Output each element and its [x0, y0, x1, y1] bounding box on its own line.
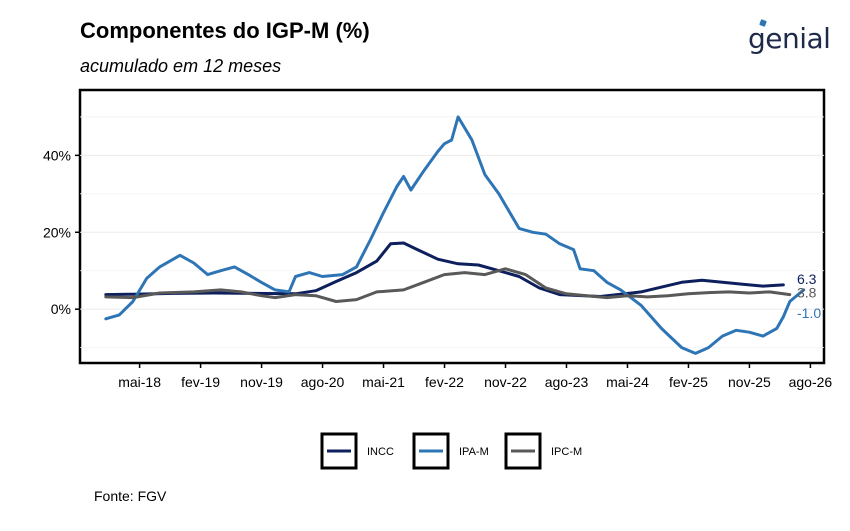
- end-labels: 6.3 -1.0 3.8: [797, 271, 821, 321]
- end-label-ipc-m: 3.8: [797, 285, 817, 301]
- x-tick-label: fev-25: [669, 374, 708, 390]
- chart-title: Componentes do IGP-M (%): [80, 18, 370, 43]
- x-tick-label: ago-23: [545, 374, 589, 390]
- series-line-ipc-m: [104, 267, 792, 303]
- x-tick-label: nov-22: [484, 374, 527, 390]
- series-line-ipa-m: [104, 115, 806, 355]
- axes: 0% 20% 40% mai-18 fev-19 nov-19 ago-20 mai-21 fe…: [43, 147, 832, 390]
- legend-label-ipa-m: IPA-M: [459, 446, 489, 458]
- legend: INCC IPA-M IPC-M: [320, 432, 582, 470]
- legend-label-incc: INCC: [367, 446, 394, 458]
- gridlines: [80, 116, 824, 349]
- x-tick-label: fev-22: [425, 374, 464, 390]
- x-tick-label: mai-21: [362, 374, 405, 390]
- end-label-ipa-m: -1.0: [797, 305, 821, 321]
- brand-logo: genial: [748, 22, 831, 55]
- y-tick-label: 0%: [51, 301, 71, 317]
- end-label-incc: 6.3: [797, 271, 817, 287]
- y-tick-label: 20%: [43, 224, 71, 240]
- legend-label-ipc-m: IPC-M: [551, 446, 582, 458]
- chart-subtitle: acumulado em 12 meses: [80, 56, 282, 76]
- x-tick-label: ago-20: [301, 374, 345, 390]
- x-tick-label: nov-19: [240, 374, 283, 390]
- y-tick-label: 40%: [43, 147, 71, 163]
- plot-panel: [78, 88, 826, 365]
- x-tick-label: mai-18: [118, 374, 161, 390]
- x-tick-label: ago-26: [789, 374, 833, 390]
- series-lines: [104, 115, 806, 355]
- source-note: Fonte: FGV: [94, 488, 167, 504]
- series-line-incc: [104, 241, 785, 298]
- x-tick-label: fev-19: [181, 374, 220, 390]
- x-tick-label: mai-24: [606, 374, 649, 390]
- x-tick-label: nov-25: [728, 374, 771, 390]
